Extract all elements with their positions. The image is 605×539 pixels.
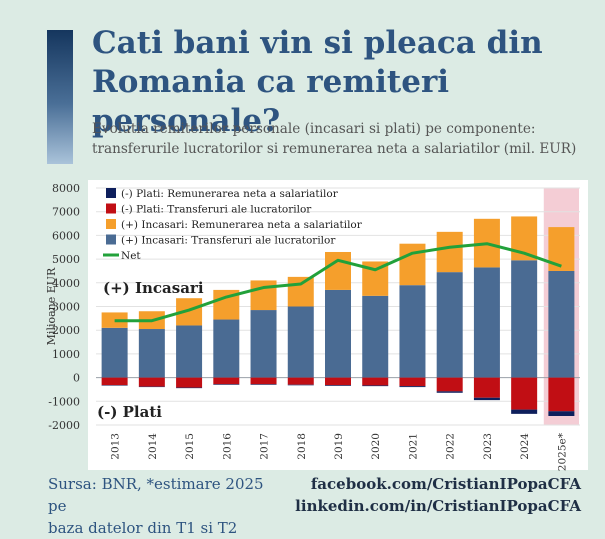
bar-remuneration-out: [399, 386, 425, 387]
x-tick-label: 2018: [296, 433, 308, 460]
legend-swatch: [106, 235, 116, 245]
bar-remuneration-out: [511, 410, 537, 414]
bar-remuneration-out: [251, 384, 277, 385]
facebook-link[interactable]: facebook.com/CristianIPopaCFA: [311, 475, 581, 493]
bar-remuneration-in: [437, 232, 463, 272]
bar-remuneration-out: [362, 385, 388, 386]
legend-label: (-) Plati: Remunerarea neta a salariatil…: [121, 188, 339, 200]
x-tick-label: 2022: [445, 433, 457, 460]
plati-annotation: (-) Plati: [97, 403, 162, 421]
y-tick-label: 5000: [52, 253, 80, 266]
legend-swatch: [106, 219, 116, 229]
y-axis-label: Milioane EUR: [45, 267, 58, 345]
bar-remuneration-out: [548, 411, 574, 416]
x-tick-label: 2013: [110, 433, 122, 460]
bar-transfers-out: [362, 378, 388, 386]
y-tick-label: 6000: [52, 229, 80, 242]
x-tick-label: 2015: [184, 433, 196, 460]
linkedin-link[interactable]: linkedin.com/in/CristianIPopaCFA: [295, 497, 581, 515]
bar-transfers-out: [437, 378, 463, 392]
bar-transfers-out: [474, 378, 500, 398]
x-tick-label: 2017: [259, 433, 271, 460]
incasari-annotation: (+) Incasari: [103, 279, 204, 297]
social-links: facebook.com/CristianIPopaCFA linkedin.c…: [295, 473, 581, 517]
bar-transfers-in: [511, 260, 537, 377]
legend-swatch: [106, 188, 116, 198]
bar-remuneration-in: [288, 277, 314, 307]
bar-remuneration-out: [176, 388, 202, 389]
x-tick-label: 2025e*: [556, 432, 568, 471]
bar-transfers-out: [102, 378, 128, 386]
bar-transfers-out: [251, 378, 277, 385]
bar-remuneration-out: [474, 398, 500, 400]
bar-transfers-in: [362, 296, 388, 378]
y-tick-label: -1000: [48, 395, 80, 408]
bar-transfers-in: [102, 328, 128, 378]
bar-remuneration-out: [437, 391, 463, 392]
y-tick-label: 8000: [52, 182, 80, 195]
x-tick-label: 2016: [221, 433, 233, 460]
x-tick-label: 2014: [147, 433, 159, 460]
bar-remuneration-out: [325, 385, 351, 386]
bar-transfers-in: [288, 307, 314, 378]
x-tick-label: 2023: [482, 433, 494, 460]
x-tick-label: 2020: [370, 433, 382, 460]
page-subtitle: Evolutia remiterilor personale (incasari…: [92, 119, 597, 159]
subtitle-line-2: transferurile lucratorilor si remunerare…: [92, 141, 576, 157]
bar-transfers-out: [548, 378, 574, 412]
legend-label: (+) Incasari: Transferuri ale lucratoril…: [121, 235, 336, 247]
bar-transfers-in: [474, 267, 500, 377]
bar-remuneration-in: [325, 252, 351, 290]
bar-transfers-out: [139, 378, 165, 387]
y-tick-label: 1000: [52, 348, 80, 361]
bar-transfers-in: [139, 329, 165, 378]
legend-label: Net: [121, 250, 141, 262]
title-accent-bar: [47, 30, 73, 164]
bar-transfers-in: [176, 325, 202, 377]
bar-transfers-in: [548, 271, 574, 378]
bar-remuneration-in: [399, 244, 425, 285]
title-line-1: Cati bani vin si pleaca din: [92, 25, 543, 61]
subtitle-line-1: Evolutia remiterilor personale (incasari…: [92, 121, 535, 137]
bar-transfers-out: [325, 378, 351, 386]
bar-remuneration-out: [213, 384, 239, 385]
x-tick-label: 2021: [407, 433, 419, 460]
bar-remuneration-out: [288, 385, 314, 386]
y-tick-label: -2000: [48, 419, 80, 432]
bar-transfers-out: [511, 378, 537, 410]
y-tick-label: 0: [73, 372, 80, 385]
y-tick-label: 7000: [52, 206, 80, 219]
bar-remuneration-in: [251, 280, 277, 310]
bar-transfers-in: [251, 310, 277, 378]
bar-transfers-in: [213, 320, 239, 378]
bar-transfers-out: [399, 378, 425, 387]
bar-transfers-in: [325, 290, 351, 378]
bar-transfers-out: [288, 378, 314, 385]
x-tick-label: 2019: [333, 433, 345, 460]
x-tick-label: 2024: [519, 433, 531, 460]
source-line-2: baza datelor din T1 si T2: [48, 519, 237, 537]
legend-label: (-) Plati: Transferuri ale lucratorilor: [121, 204, 312, 216]
bar-transfers-in: [437, 272, 463, 377]
bar-transfers-out: [213, 378, 239, 385]
bar-transfers-in: [399, 285, 425, 377]
legend-label: (+) Incasari: Remunerarea neta a salaria…: [121, 219, 363, 231]
legend-swatch: [106, 204, 116, 214]
source-line-1: Sursa: BNR, *estimare 2025 pe: [48, 475, 264, 515]
bar-transfers-out: [176, 378, 202, 388]
source-note: Sursa: BNR, *estimare 2025 pe baza datel…: [48, 473, 278, 539]
remittances-chart: -2000-1000010002000300040005000600070008…: [0, 176, 605, 471]
